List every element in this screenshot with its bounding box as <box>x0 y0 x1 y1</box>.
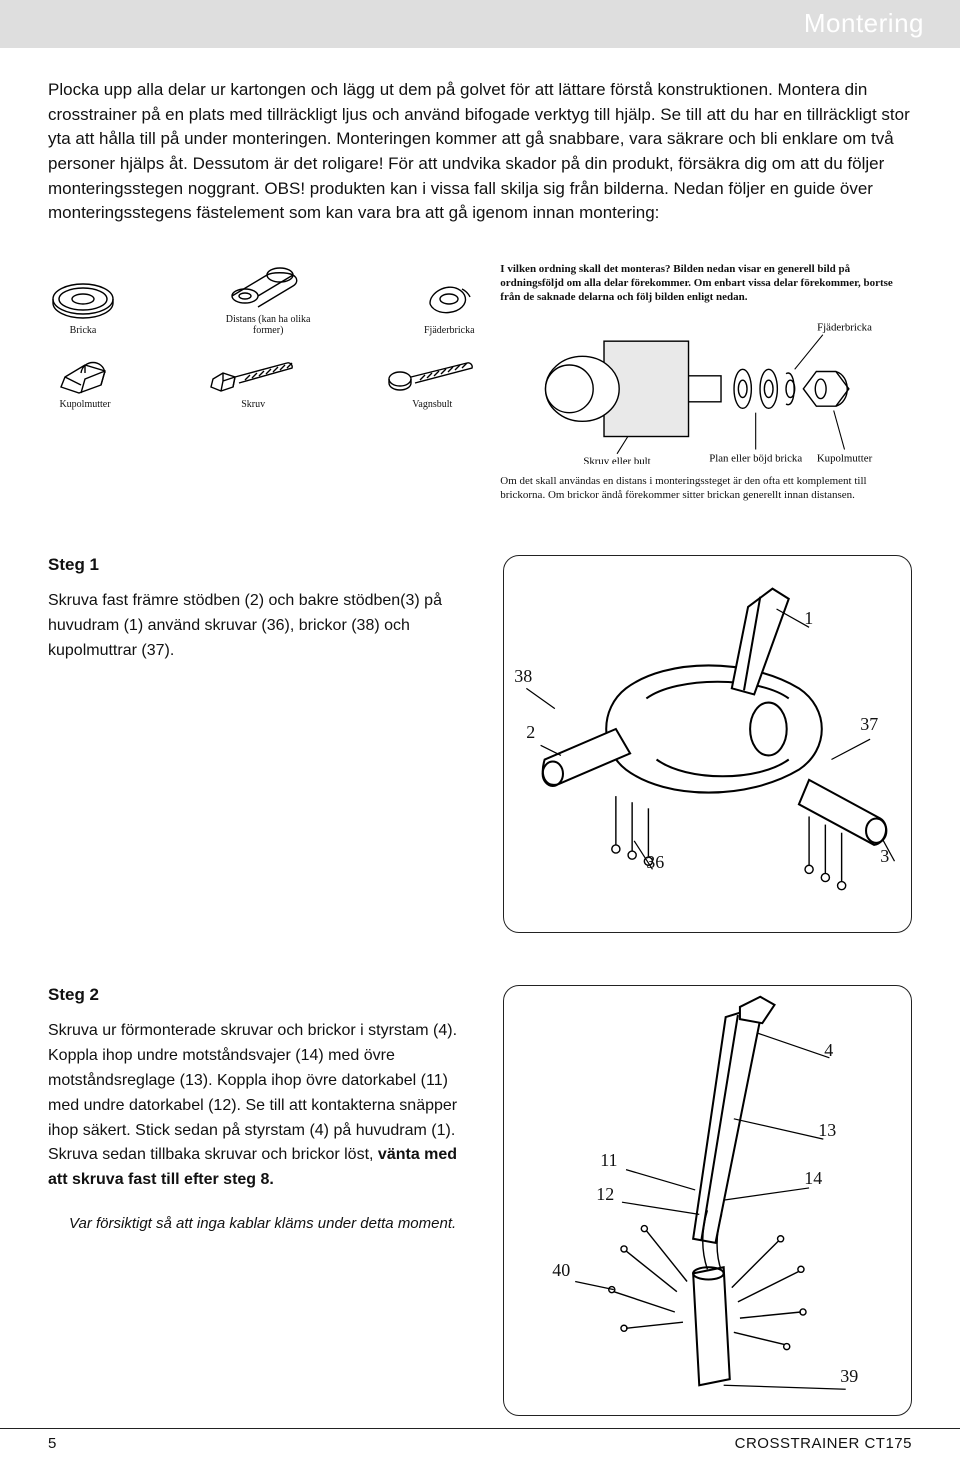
n13: 13 <box>818 1120 836 1141</box>
hardware-order: I vilken ordning skall det monteras? Bil… <box>500 262 912 503</box>
label: Bricka <box>70 325 97 337</box>
n12: 12 <box>596 1184 614 1205</box>
n2: 2 <box>526 722 535 743</box>
order-text: I vilken ordning skall det monteras? Bil… <box>500 262 912 305</box>
n40: 40 <box>552 1260 570 1281</box>
n39: 39 <box>840 1366 858 1387</box>
c-skruv: Skruv eller bult <box>584 455 651 464</box>
n1: 1 <box>804 608 813 629</box>
n36: 36 <box>646 852 664 873</box>
step-1-row: Steg 1 Skruva fast främre stödben (2) oc… <box>48 555 912 934</box>
step-2-row: Steg 2 Skruva ur förmonterade skruvar oc… <box>48 985 912 1415</box>
c-fjaderbricka: Fjäderbricka <box>817 321 872 333</box>
page-number: 5 <box>48 1435 56 1452</box>
step2-note: Var försiktigt så att inga kablar kläms … <box>48 1213 477 1234</box>
n11: 11 <box>600 1150 617 1171</box>
hardware-icons: Bricka Distans (kan ha olika former) Fjä… <box>48 262 480 503</box>
n14: 14 <box>804 1168 822 1189</box>
step2-text-a: Skruva ur förmonterade skruvar och brick… <box>48 1022 457 1163</box>
label: Kupolmutter <box>59 399 110 411</box>
hw-vagnsbult: Vagnsbult <box>384 353 480 411</box>
n3: 3 <box>880 846 889 867</box>
label: Vagnsbult <box>412 399 452 411</box>
n37: 37 <box>860 714 878 735</box>
n4: 4 <box>824 1040 833 1061</box>
product-name: CROSSTRAINER CT175 <box>735 1435 912 1452</box>
hw-distans: Distans (kan ha olika former) <box>213 262 323 337</box>
label: Fjäderbricka <box>424 325 475 337</box>
page-section-title: Montering <box>804 8 924 39</box>
step1-figure: 1 38 2 36 37 3 <box>503 555 912 934</box>
page-footer: 5 CROSSTRAINER CT175 <box>0 1428 960 1452</box>
header-bar: Montering <box>0 0 960 48</box>
order-below-text: Om det skall användas en distans i monte… <box>500 475 912 503</box>
label: Skruv <box>241 399 265 411</box>
step2-text: Skruva ur förmonterade skruvar och brick… <box>48 1019 477 1193</box>
step1-title: Steg 1 <box>48 555 477 575</box>
hw-fjaderbricka: Fjäderbricka <box>418 275 480 337</box>
hw-kupolmutter: Kupolmutter <box>48 343 122 411</box>
c-kupol: Kupolmutter <box>817 452 873 464</box>
hardware-guide: Bricka Distans (kan ha olika former) Fjä… <box>48 262 912 503</box>
c-plan: Plan eller böjd bricka <box>710 452 803 464</box>
intro-paragraph: Plocka upp alla delar ur kartongen och l… <box>48 78 912 226</box>
order-diagram: Fjäderbricka Skruv eller bult Plan eller… <box>500 313 912 465</box>
step1-text: Skruva fast främre stödben (2) och bakre… <box>48 589 477 663</box>
step2-title: Steg 2 <box>48 985 477 1005</box>
hw-skruv: Skruv <box>205 353 301 411</box>
n38: 38 <box>514 666 532 687</box>
step2-figure: 4 13 14 11 12 40 39 <box>503 985 912 1415</box>
hw-bricka: Bricka <box>48 277 118 337</box>
label: Distans (kan ha olika former) <box>213 314 323 337</box>
